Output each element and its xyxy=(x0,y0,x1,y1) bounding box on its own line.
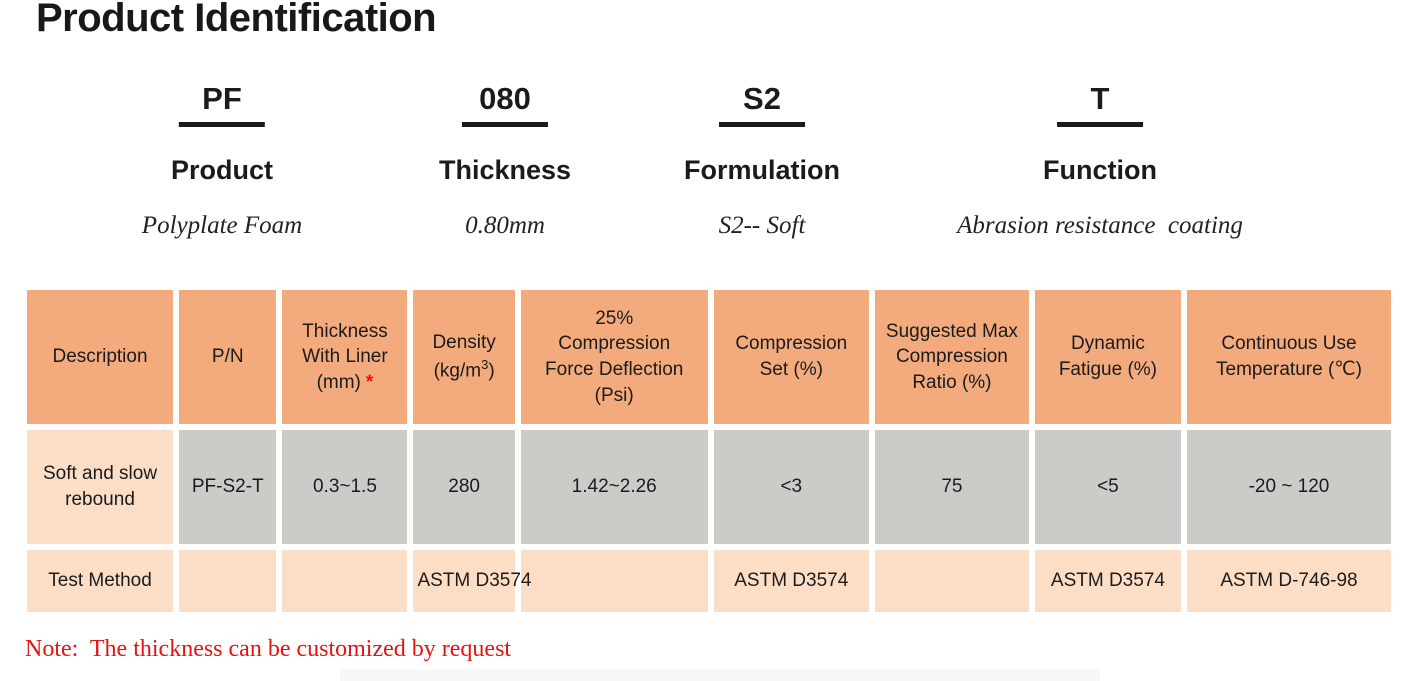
code-segment-formulation: S2 Formulation S2-- Soft xyxy=(684,83,840,240)
cell-test-method xyxy=(282,550,408,612)
cell-test-method xyxy=(179,550,277,612)
code-underline xyxy=(719,122,805,127)
superscript: 3 xyxy=(481,356,489,372)
header-text: Compression Set (%) xyxy=(735,333,848,380)
cell-test-method xyxy=(874,550,1029,612)
thickness-note: Note: The thickness can be customized by… xyxy=(25,636,512,662)
code-meaning: Abrasion resistance coating xyxy=(957,212,1243,239)
code-underline xyxy=(178,122,265,127)
cell-test-method: ASTM D3574 xyxy=(713,550,869,612)
next-section-edge xyxy=(340,669,1100,681)
header-continuous-use-temperature: Continuous Use Temperature (℃) xyxy=(1186,290,1391,424)
cell-test-method-label: Test Method xyxy=(27,550,174,612)
cell-test-method: ASTM D3574 xyxy=(413,550,532,612)
cell-test-method: ASTM D3574 xyxy=(1034,550,1181,612)
header-suggested-max-compression-ratio: Suggested Max Compression Ratio (%) xyxy=(874,290,1029,424)
header-text: Thickness With Liner (mm) xyxy=(302,320,388,393)
cell-max-compression-ratio: 75 xyxy=(874,430,1029,544)
code-meaning: S2-- Soft xyxy=(718,212,806,239)
header-compression-set: Compression Set (%) xyxy=(713,290,869,424)
code-meaning: 0.80mm xyxy=(465,212,545,239)
header-density: Density (kg/m3) xyxy=(413,290,515,424)
header-compression-force-deflection: 25% Compression Force Deflection (Psi) xyxy=(520,290,708,424)
header-text: Description xyxy=(52,346,148,368)
cell-dynamic-fatigue: <5 xyxy=(1034,430,1181,544)
code-segment-thickness: 080 Thickness 0.80mm xyxy=(439,83,571,240)
cell-pn: PF-S2-T xyxy=(179,430,277,544)
code-segment-function: T Function Abrasion resistance coating xyxy=(957,83,1243,240)
code-value: PF xyxy=(202,81,242,116)
required-asterisk: * xyxy=(365,371,374,393)
code-label: Product xyxy=(170,155,274,185)
header-text: Dynamic Fatigue (%) xyxy=(1058,333,1158,380)
cell-thickness: 0.3~1.5 xyxy=(282,430,408,544)
cell-temperature-range: -20 ~ 120 xyxy=(1186,430,1391,544)
cell-cfd: 1.42~2.26 xyxy=(520,430,708,544)
header-text: Suggested Max Compression Ratio (%) xyxy=(885,320,1018,393)
cell-description: Soft and slow rebound xyxy=(27,430,174,544)
header-text: P/N xyxy=(211,346,244,368)
header-text-after: ) xyxy=(488,360,495,382)
header-text: Continuous Use Temperature (℃) xyxy=(1216,333,1362,380)
header-description: Description xyxy=(27,290,174,424)
header-dynamic-fatigue: Dynamic Fatigue (%) xyxy=(1034,290,1181,424)
cell-density: 280 xyxy=(413,430,515,544)
cell-test-method: ASTM D-746-98 xyxy=(1186,550,1391,612)
code-label: Function xyxy=(1043,155,1157,185)
cell-compression-set: <3 xyxy=(713,430,869,544)
code-label: Formulation xyxy=(684,155,840,185)
cell-test-method xyxy=(520,550,708,612)
code-meaning: Polyplate Foam xyxy=(141,212,303,239)
code-underline xyxy=(1056,122,1143,127)
part-code-breakdown: PF Product Polyplate Foam 080 Thickness … xyxy=(0,83,1417,283)
header-text: 25% Compression Force Deflection (Psi) xyxy=(545,307,684,406)
header-thickness-with-liner: Thickness With Liner (mm) * xyxy=(282,290,408,424)
code-value: T xyxy=(1090,81,1110,116)
code-underline xyxy=(462,122,548,127)
spec-table: Description P/N Thickness With Liner (mm… xyxy=(21,284,1397,618)
spec-data-row: Soft and slow rebound PF-S2-T 0.3~1.5 28… xyxy=(27,430,1391,544)
code-value: 080 xyxy=(479,81,531,116)
page-title: Product Identification xyxy=(36,0,437,40)
header-text: Density (kg/m xyxy=(432,332,496,382)
test-method-row: Test Method ASTM D3574 ASTM D3574 ASTM D… xyxy=(27,550,1391,612)
code-segment-product: PF Product Polyplate Foam xyxy=(142,83,302,240)
header-pn: P/N xyxy=(179,290,277,424)
spec-header-row: Description P/N Thickness With Liner (mm… xyxy=(27,290,1391,424)
code-label: Thickness xyxy=(438,155,572,185)
code-value: S2 xyxy=(743,81,781,116)
